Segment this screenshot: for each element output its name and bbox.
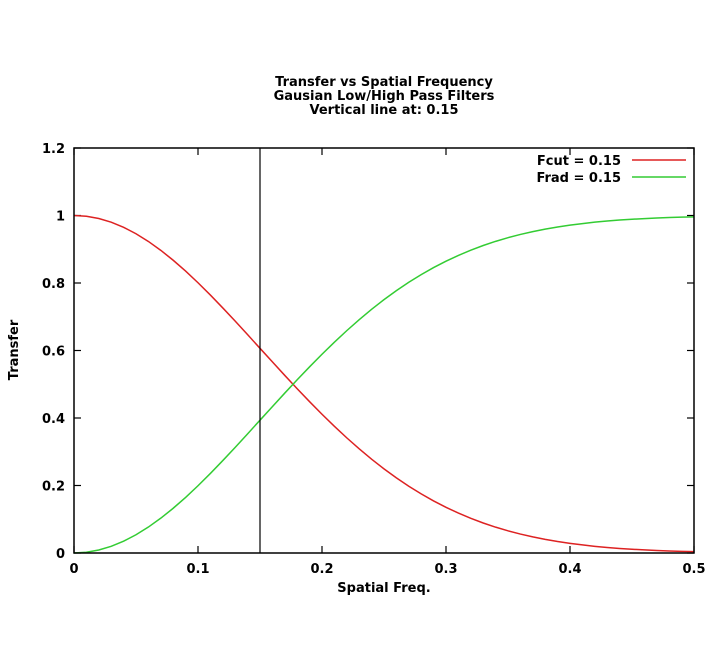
y-tick-label: 0.4 <box>42 412 65 427</box>
y-tick-label: 1.2 <box>42 142 65 157</box>
y-axis-label: Transfer <box>7 319 22 380</box>
legend-label-frad: Frad = 0.15 <box>536 171 621 186</box>
series-lines <box>73 214 695 554</box>
legend-label-fcut: Fcut = 0.15 <box>537 154 621 169</box>
y-tick-label: 0.6 <box>42 345 65 360</box>
x-tick-label: 0.2 <box>310 562 333 577</box>
x-tick-label: 0.4 <box>558 562 581 577</box>
x-tick-label: 0.5 <box>682 562 705 577</box>
series-curve-frad <box>73 216 695 554</box>
plot-frame <box>73 147 695 554</box>
legend: Fcut = 0.15 Frad = 0.15 <box>536 154 686 186</box>
y-tick-label: 0.2 <box>42 480 65 495</box>
chart-title-line-1: Transfer vs Spatial Frequency <box>275 75 493 90</box>
x-axis-label: Spatial Freq. <box>337 581 430 596</box>
x-tick-label: 0.3 <box>434 562 457 577</box>
y-tick-label: 0 <box>56 547 65 562</box>
tick-marks <box>73 147 695 554</box>
x-tick-label: 0.1 <box>186 562 209 577</box>
series-curve-fcut <box>73 214 695 553</box>
x-tick-label: 0 <box>69 562 78 577</box>
y-tick-label: 0.8 <box>42 277 65 292</box>
chart-title-line-2: Gausian Low/High Pass Filters <box>274 89 495 104</box>
y-tick-label: 1 <box>56 210 65 225</box>
chart-title-line-3: Vertical line at: 0.15 <box>309 103 458 118</box>
tick-labels: 0 0.1 0.2 0.3 0.4 0.5 0 0.2 0.4 0.6 0.8 1 1.2 <box>42 142 706 577</box>
